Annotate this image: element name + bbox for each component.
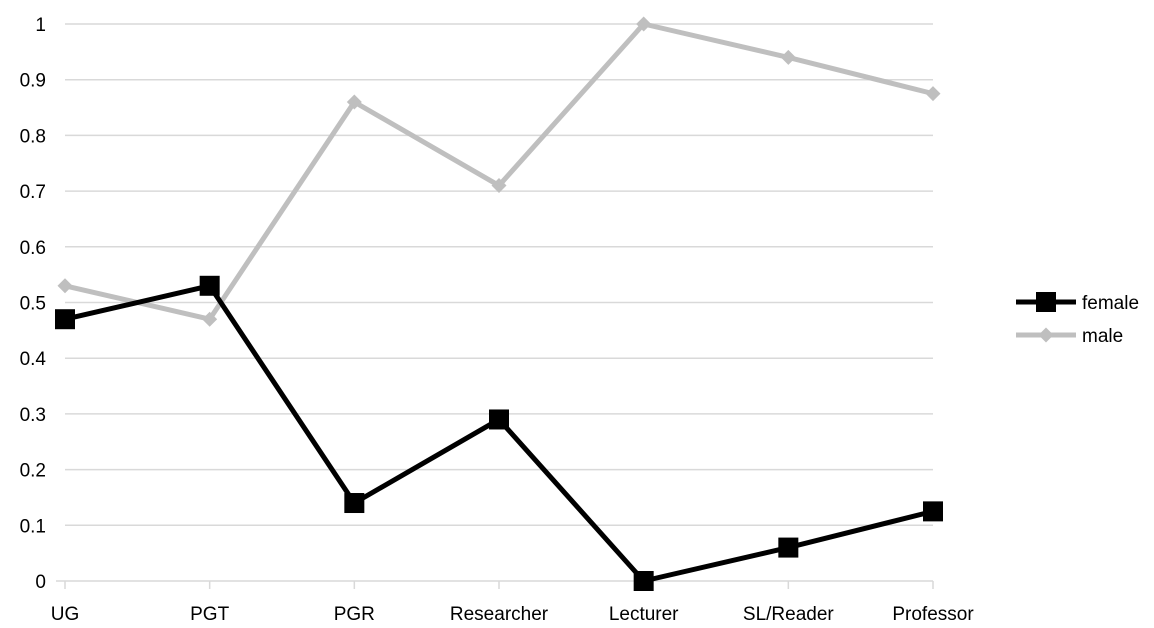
data-point-male xyxy=(491,178,507,194)
data-point-male xyxy=(636,16,652,32)
x-tick-label: UG xyxy=(51,604,80,623)
y-tick-label: 0.3 xyxy=(20,405,46,426)
legend-label: female xyxy=(1082,293,1139,314)
series-male xyxy=(57,16,941,327)
data-point-male xyxy=(780,49,796,65)
legend-label: male xyxy=(1082,326,1123,347)
x-tick-label: SL/Reader xyxy=(743,604,835,623)
data-point-male xyxy=(346,94,362,110)
data-point-female xyxy=(633,571,654,591)
y-tick-label: 0.9 xyxy=(20,71,46,92)
x-tick-label: Lecturer xyxy=(609,604,679,623)
data-point-female xyxy=(55,309,75,330)
legend: female male xyxy=(1016,292,1139,347)
legend-item-male: male xyxy=(1016,326,1123,347)
data-point-female xyxy=(199,275,220,296)
x-tick-label: PGR xyxy=(334,604,375,623)
y-tick-label: 0.2 xyxy=(20,461,46,482)
legend-swatch-marker xyxy=(1036,292,1056,312)
data-point-male xyxy=(57,278,73,294)
data-point-female xyxy=(344,493,365,514)
y-tick-label: 0.7 xyxy=(20,182,46,203)
data-point-male xyxy=(202,311,218,327)
data-point-female xyxy=(778,537,799,558)
y-tick-label: 0.4 xyxy=(20,349,47,370)
series-line-male xyxy=(64,21,934,322)
y-tick-label: 0.5 xyxy=(20,294,46,315)
y-tick-label: 0 xyxy=(35,572,46,593)
x-tick-label: Researcher xyxy=(450,604,549,623)
y-tick-label: 0.8 xyxy=(20,126,46,147)
legend-swatch-marker xyxy=(1038,327,1054,343)
series-female xyxy=(55,275,943,591)
gridlines xyxy=(65,23,933,527)
data-point-male xyxy=(925,86,941,102)
y-tick-label: 0.6 xyxy=(20,238,46,259)
x-tick-label: PGT xyxy=(190,604,229,623)
x-tick-label: Professor xyxy=(892,604,974,623)
y-tick-label: 1 xyxy=(35,15,46,36)
data-point-female xyxy=(923,501,943,522)
series-line-female xyxy=(64,283,934,584)
data-point-female xyxy=(489,409,509,430)
legend-item-female: female xyxy=(1016,292,1139,314)
axes: 0 0.1 0.2 0.3 0.4 0.5 0.6 0.7 0.8 0.9 1 UG PGT PGR Res… xyxy=(20,15,975,625)
y-tick-label: 0.1 xyxy=(20,516,46,537)
series-group xyxy=(55,16,943,591)
